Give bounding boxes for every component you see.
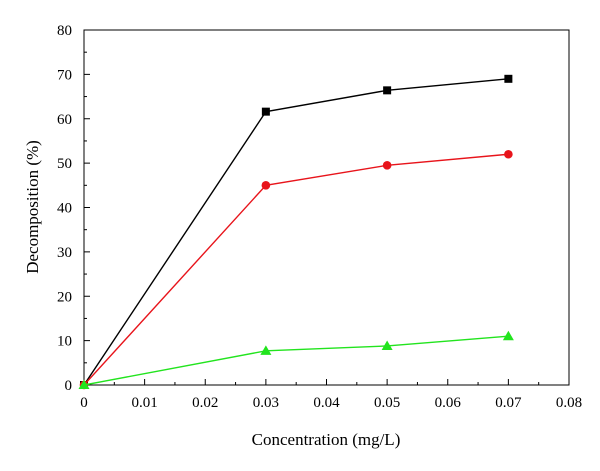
data-point — [504, 149, 513, 159]
series-line — [83, 153, 509, 386]
data-point — [382, 161, 392, 170]
series-layer — [78, 74, 514, 390]
x-tick-label: 0.06 — [435, 395, 462, 411]
y-tick-label: 20 — [57, 289, 72, 305]
data-point — [502, 330, 514, 341]
x-axis-ticks: 0 0.01 0.02 0.03 0.04 0.05 0.06 0.07 0.08 — [80, 379, 582, 411]
data-point — [261, 181, 271, 190]
y-tick-label: 60 — [57, 112, 72, 128]
x-tick-label: 0.01 — [132, 395, 158, 411]
y-tick-label: 70 — [57, 67, 72, 83]
y-axis-title: Decomposition (%) — [23, 140, 42, 274]
series-1 — [80, 74, 513, 389]
y-tick-label: 80 — [57, 23, 72, 39]
data-point — [383, 86, 392, 95]
x-tick-label: 0.03 — [253, 395, 279, 411]
x-tick-label: 0.05 — [374, 395, 400, 411]
data-point — [261, 107, 270, 116]
y-axis-ticks: 0 10 20 30 40 50 60 70 80 — [57, 23, 90, 394]
x-tick-label: 0 — [80, 395, 88, 411]
data-point — [260, 345, 272, 355]
data-point — [504, 74, 513, 83]
series-line — [83, 78, 509, 386]
x-tick-label: 0.04 — [313, 395, 340, 411]
y-tick-label: 10 — [57, 334, 72, 350]
x-tick-label: 0.07 — [495, 395, 522, 411]
x-tick-label: 0.08 — [556, 395, 582, 411]
series-line — [83, 335, 509, 386]
data-point — [78, 379, 90, 389]
data-point — [381, 340, 393, 350]
series-2 — [79, 149, 513, 390]
series-3 — [78, 330, 514, 389]
y-tick-label: 50 — [57, 156, 72, 172]
x-tick-label: 0.02 — [192, 395, 218, 411]
x-axis-title: Concentration (mg/L) — [252, 430, 401, 449]
plot-frame — [83, 29, 570, 386]
y-tick-label: 0 — [65, 378, 73, 394]
y-tick-label: 30 — [57, 245, 72, 261]
y-tick-label: 40 — [57, 201, 72, 217]
